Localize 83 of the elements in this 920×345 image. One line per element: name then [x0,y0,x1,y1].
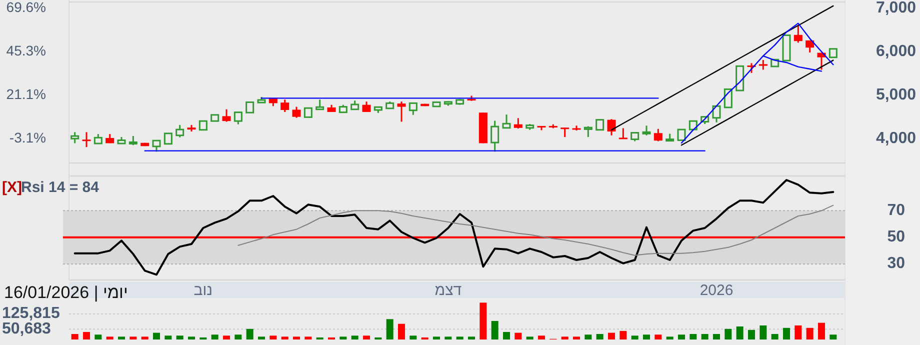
y-tick-label: 50 [887,228,906,246]
x-tick-label: נוב [194,282,213,299]
bar [456,336,464,340]
bar [270,336,277,340]
bar [631,336,638,340]
bar [701,334,708,340]
bar [480,302,487,340]
bar [561,336,568,340]
bar [433,336,440,340]
bar [223,336,230,340]
bar [398,324,405,340]
y-tick-label: -3.1% [9,129,46,146]
bar [444,336,452,340]
bar [211,334,218,340]
bar [188,336,195,340]
bar [153,332,160,340]
bar [771,334,778,340]
bar [573,336,580,340]
bar [643,334,650,340]
y-tick-label: 70 [887,202,906,219]
bar [818,322,825,340]
bar [491,320,498,340]
bar [654,334,662,340]
bar [526,336,534,340]
chart-title: יומי | 16/01/2026 [4,283,128,302]
x-tick-label: דצמ [434,282,462,299]
y2-tick-label: 6,000 [876,42,916,60]
bar [304,336,312,340]
y-tick-label: 30 [887,255,906,272]
bar [410,336,417,340]
bar [666,336,674,340]
bar [106,336,114,340]
y-tick-label: 125,815 [2,305,60,322]
y-tick-label: 50,683 [2,320,52,338]
bar [386,319,394,340]
bar [724,328,732,340]
bar [141,336,148,340]
bar [678,334,685,340]
bar [760,325,767,340]
bar [118,336,125,340]
bar [94,334,102,340]
bar [503,332,510,340]
line-series [238,204,834,256]
y-tick-label: 45.3% [6,42,46,58]
bar [164,336,172,340]
bar [340,336,347,340]
bar [713,334,720,340]
y2-tick-label: 5,000 [876,86,916,104]
bar [514,332,522,340]
line-series [680,60,834,146]
bar [246,328,254,340]
bar [794,325,802,340]
bar [608,332,615,340]
bar [281,336,288,340]
bar [736,326,744,340]
bar [363,336,370,340]
bar [176,336,184,340]
bar [620,330,627,340]
bar [468,336,475,340]
chart-title: Rsi 14 = 84 [21,179,100,196]
bar [596,334,604,340]
text: [X] [2,179,22,196]
x-tick-label: 2026 [700,282,734,299]
line-series [680,22,834,144]
bar [258,336,265,340]
bar [690,334,697,340]
y2-tick-label: 4,000 [876,130,916,147]
bar [538,336,545,340]
y2-tick-label: 7,000 [876,0,916,16]
bar [83,332,90,340]
bar [351,336,358,340]
bar [584,334,592,340]
bar [748,330,755,340]
bar [130,336,137,340]
line-series [762,55,822,72]
bar [783,328,790,340]
bar [830,334,837,340]
bar [234,334,242,340]
y-tick-label: 21.1% [6,86,46,102]
bar [806,328,814,340]
y-tick-label: 69.6% [6,0,46,15]
bar [71,334,78,340]
bar [293,336,300,340]
